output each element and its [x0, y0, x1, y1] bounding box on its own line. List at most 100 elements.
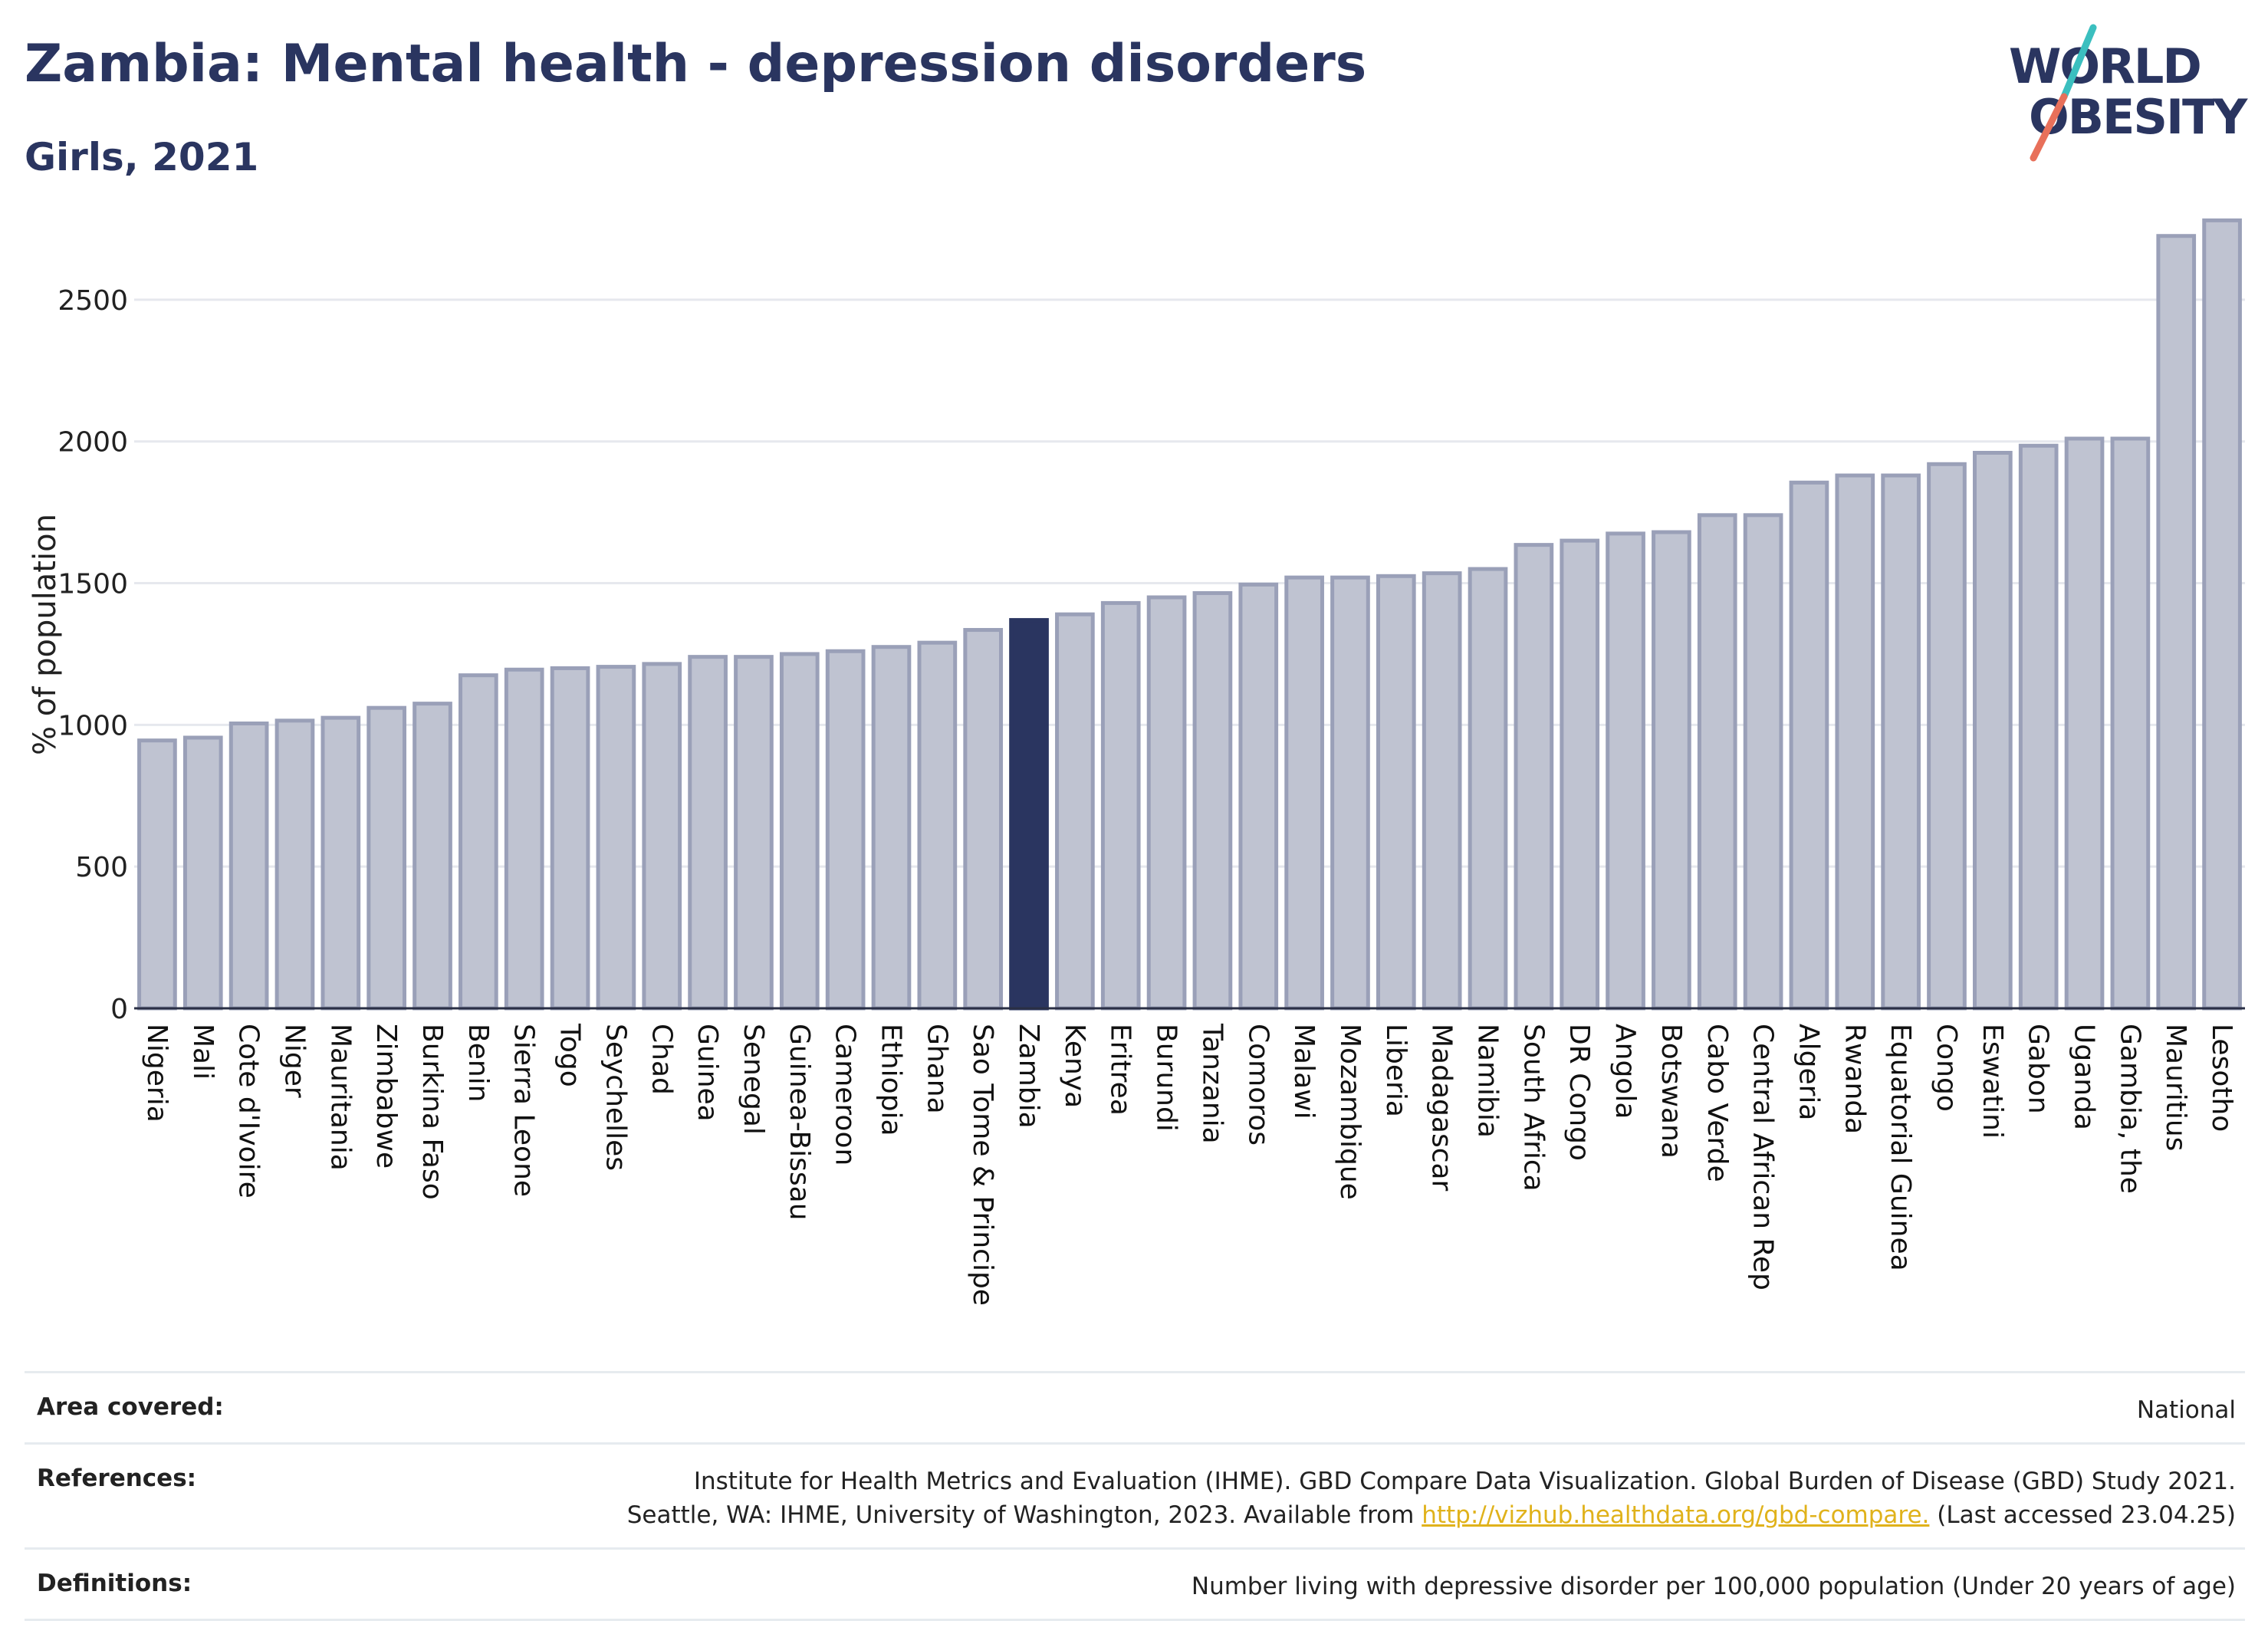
footer-row-definitions: Definitions: Number living with depressi… — [25, 1547, 2245, 1621]
bar — [871, 645, 912, 1011]
bar — [779, 652, 820, 1011]
y-axis-label: % of population — [28, 514, 63, 755]
y-tick-label: 1500 — [58, 569, 128, 600]
x-tick-label: Cabo Verde — [1701, 1024, 1733, 1182]
world-obesity-logo: WORLD OBESITY — [2001, 21, 2247, 167]
bar — [182, 735, 223, 1011]
x-tick-label: Namibia — [1472, 1024, 1504, 1138]
y-tick-label: 0 — [110, 994, 128, 1025]
bar — [2064, 436, 2105, 1011]
bar — [734, 655, 774, 1011]
x-tick-label: Mauritius — [2160, 1024, 2191, 1151]
bar — [917, 640, 958, 1011]
x-tick-label: Chad — [646, 1024, 677, 1095]
footer-table: Area covered: National References: Insti… — [25, 1371, 2245, 1621]
footer-label-definitions: Definitions: — [37, 1570, 192, 1597]
reference-access-date: (Last accessed 23.04.25) — [1929, 1501, 2236, 1529]
bar — [1881, 473, 1921, 1011]
bar — [1192, 590, 1233, 1011]
bar — [228, 722, 269, 1011]
reference-line-1: Institute for Health Metrics and Evaluat… — [693, 1468, 2236, 1495]
y-tick-label: 2000 — [58, 427, 128, 459]
bar — [274, 718, 315, 1011]
bar — [963, 628, 1004, 1011]
x-tick-label: Mozambique — [1334, 1024, 1366, 1200]
footer-value-area: National — [2136, 1396, 2236, 1424]
x-tick-label: Togo — [554, 1023, 586, 1087]
x-tick-label: Guinea-Bissau — [784, 1024, 815, 1221]
y-tick-label: 2500 — [58, 285, 128, 317]
footer-label-area: Area covered: — [37, 1393, 224, 1421]
bar — [1100, 600, 1141, 1011]
bar — [320, 715, 361, 1011]
x-tick-label: Seychelles — [600, 1024, 631, 1171]
x-tick-label: Mauritania — [324, 1024, 356, 1171]
reference-line-2: Seattle, WA: IHME, University of Washing… — [626, 1501, 1422, 1529]
bar — [1927, 462, 1967, 1011]
bar — [2018, 443, 2059, 1011]
logo-line-1: WORLD — [2009, 38, 2202, 94]
x-tick-label: Liberia — [1380, 1024, 1412, 1117]
bar — [1238, 582, 1279, 1011]
y-tick-label: 1000 — [58, 710, 128, 741]
footer-row-area: Area covered: National — [25, 1371, 2245, 1442]
bar — [2202, 218, 2242, 1011]
bar — [2110, 436, 2151, 1011]
bar — [413, 702, 452, 1011]
bar — [1835, 473, 1875, 1011]
footer-row-references: References: Institute for Health Metrics… — [25, 1442, 2245, 1547]
x-tick-label: Malawi — [1288, 1024, 1320, 1119]
bar — [825, 649, 866, 1011]
x-tick-label: Sao Tome & Principe — [967, 1024, 998, 1306]
x-tick-label: Angola — [1609, 1024, 1641, 1119]
x-tick-label: Nigeria — [141, 1024, 173, 1123]
reference-link[interactable]: http://vizhub.healthdata.org/gbd-compare… — [1422, 1501, 1930, 1529]
x-tick-label: DR Congo — [1563, 1024, 1595, 1161]
bar — [1146, 595, 1187, 1011]
x-tick-label: Tanzania — [1196, 1023, 1228, 1144]
x-tick-label: Guinea — [692, 1024, 723, 1122]
bar — [1652, 530, 1691, 1011]
bar — [2156, 234, 2197, 1011]
x-tick-label: Ghana — [921, 1024, 952, 1114]
bar — [1376, 574, 1416, 1011]
x-tick-label: South Africa — [1517, 1024, 1549, 1192]
x-tick-label: Benin — [462, 1024, 494, 1102]
logo-slash-icon — [2030, 24, 2097, 162]
bar — [459, 673, 498, 1011]
bar — [642, 662, 682, 1011]
x-tick-label: Equatorial Guinea — [1885, 1024, 1916, 1271]
footer-label-references: References: — [37, 1465, 197, 1492]
bar — [1972, 451, 2013, 1011]
x-tick-label: Ethiopia — [875, 1024, 906, 1136]
bar — [1284, 575, 1324, 1011]
x-tick-label: Uganda — [2069, 1024, 2100, 1130]
footer-value-definitions: Number living with depressive disorder p… — [1191, 1573, 2236, 1600]
bar — [137, 738, 177, 1011]
chart-subtitle: Girls, 2021 — [25, 135, 259, 179]
bar — [1606, 531, 1645, 1011]
x-tick-label: Kenya — [1059, 1024, 1090, 1108]
x-tick-label: Sierra Leone — [508, 1024, 540, 1197]
bar — [1743, 513, 1783, 1011]
bar — [1697, 513, 1737, 1011]
x-tick-label: Congo — [1931, 1024, 1962, 1112]
x-tick-label: Zimbabwe — [370, 1024, 402, 1169]
x-tick-label: Gabon — [2023, 1024, 2054, 1114]
chart-title: Zambia: Mental health - depression disor… — [25, 34, 1367, 94]
x-tick-label: Burkina Faso — [416, 1024, 448, 1200]
x-tick-label: Botswana — [1655, 1024, 1687, 1159]
bar-chart: 0 500 1000 1500 2000 2500 % of population Niger… — [28, 218, 2245, 1306]
x-tick-label: Central African Rep — [1747, 1024, 1779, 1290]
x-tick-label: Senegal — [738, 1024, 769, 1135]
x-tick-label: Lesotho — [2206, 1024, 2237, 1132]
footer-value-references: Institute for Health Metrics and Evaluat… — [627, 1465, 2236, 1532]
y-tick-label: 500 — [75, 852, 128, 883]
bar — [1468, 567, 1508, 1011]
x-tick-label: Eritrea — [1105, 1024, 1136, 1116]
x-tick-label: Comoros — [1242, 1024, 1274, 1146]
bar — [688, 655, 728, 1011]
x-tick-label: Niger — [278, 1024, 310, 1098]
x-tick-label: Algeria — [1793, 1024, 1824, 1121]
bar-highlight — [1009, 618, 1049, 1011]
